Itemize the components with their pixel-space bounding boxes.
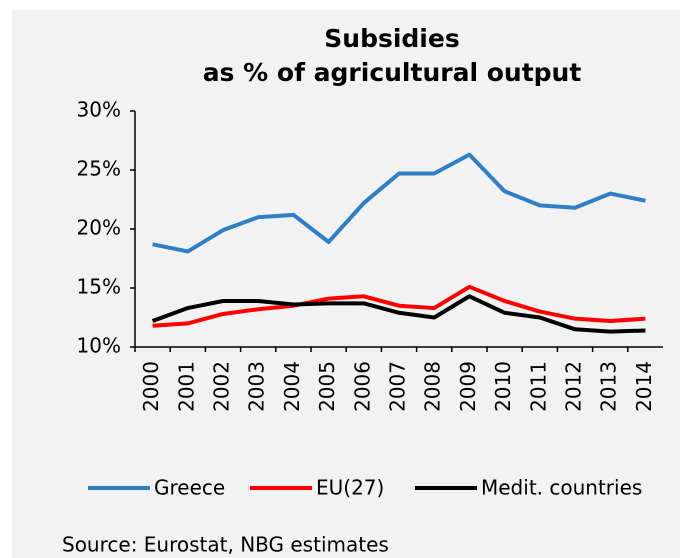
chart-background bbox=[12, 10, 680, 558]
y-tick-label: 20% bbox=[77, 216, 121, 240]
x-tick-label: 2010 bbox=[491, 361, 515, 412]
x-tick-label: 2012 bbox=[562, 361, 586, 412]
x-tick-label: 2011 bbox=[526, 361, 550, 412]
x-tick-label: 2008 bbox=[421, 361, 445, 412]
x-tick-label: 2007 bbox=[386, 361, 410, 412]
x-tick-label: 2001 bbox=[174, 361, 198, 412]
legend-label: Medit. countries bbox=[481, 476, 642, 500]
source-note: Source: Eurostat, NBG estimates bbox=[62, 533, 389, 557]
legend-label: Greece bbox=[154, 476, 225, 500]
chart-title: Subsidies bbox=[324, 24, 459, 53]
x-tick-label: 2014 bbox=[632, 361, 656, 412]
series-line bbox=[152, 152, 646, 254]
y-tick-label: 15% bbox=[77, 275, 121, 299]
chart-subtitle: as % of agricultural output bbox=[203, 58, 582, 87]
x-tick-label: 2009 bbox=[456, 361, 480, 412]
series-line bbox=[151, 294, 646, 334]
series-line bbox=[152, 284, 646, 328]
x-tick-label: 2004 bbox=[280, 361, 304, 412]
y-tick-label: 10% bbox=[77, 334, 121, 358]
x-tick-label: 2003 bbox=[245, 361, 269, 412]
legend-label: EU(27) bbox=[316, 476, 384, 500]
x-tick-label: 2000 bbox=[139, 361, 163, 412]
y-tick-label: 25% bbox=[77, 157, 121, 181]
x-tick-label: 2002 bbox=[210, 361, 234, 412]
x-tick-label: 2005 bbox=[315, 361, 339, 412]
y-tick-label: 30% bbox=[77, 98, 121, 122]
x-tick-label: 2013 bbox=[597, 361, 621, 412]
x-tick-label: 2006 bbox=[350, 361, 374, 412]
